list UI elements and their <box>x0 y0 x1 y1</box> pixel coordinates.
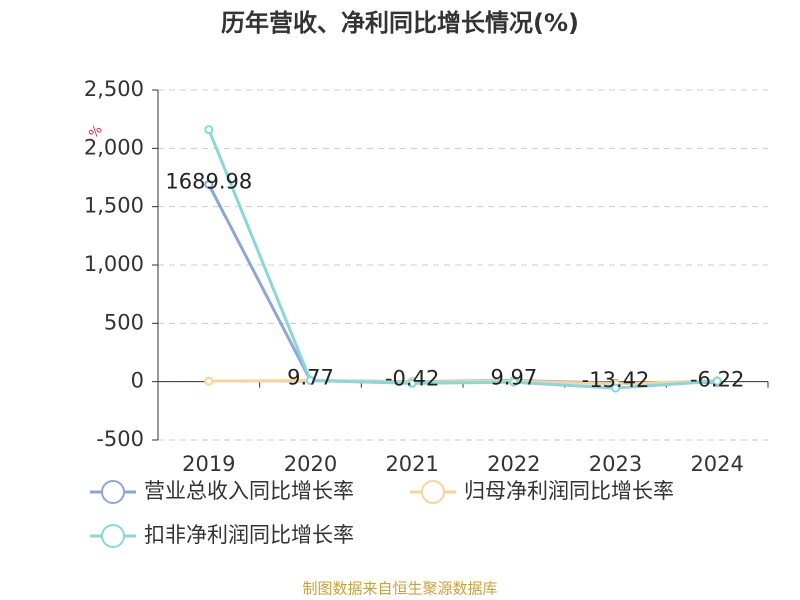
data-label: 1689.98 <box>165 170 252 194</box>
data-label: -6.22 <box>690 367 744 391</box>
data-point <box>204 180 214 190</box>
data-label: 9.77 <box>287 366 334 390</box>
legend-label: 归母净利润同比增长率 <box>464 479 674 503</box>
source-note: 制图数据来自恒生聚源数据库 <box>302 580 497 598</box>
data-point <box>611 383 620 393</box>
y-tick-label: 500 <box>104 310 144 334</box>
y-tick-label: 2,500 <box>84 77 144 101</box>
data-point <box>712 376 722 386</box>
series-line <box>207 183 718 385</box>
data-point <box>204 376 214 386</box>
data-label: -0.42 <box>385 367 439 391</box>
data-label: -13.42 <box>582 368 650 392</box>
legend-marker <box>421 480 445 504</box>
x-tick-label: 2023 <box>589 452 642 476</box>
y-tick-label: 2,000 <box>84 135 144 159</box>
data-label: 9.97 <box>490 366 537 390</box>
x-tick-label: 2021 <box>385 452 438 476</box>
x-tick-label: 2020 <box>284 452 337 476</box>
series-line <box>207 129 718 390</box>
data-point <box>509 377 519 387</box>
data-point <box>204 125 214 135</box>
data-point <box>306 376 315 385</box>
y-tick-label: 1,000 <box>84 252 144 276</box>
legend-marker <box>101 480 125 504</box>
x-tick-label: 2022 <box>487 452 540 476</box>
chart-title: 历年营收、净利同比增长情况(%) <box>221 9 579 37</box>
x-tick-label: 2024 <box>690 452 743 476</box>
y-tick-label: -500 <box>96 427 144 451</box>
legend-label: 扣非净利润同比增长率 <box>144 523 354 547</box>
x-tick-label: 2019 <box>182 452 235 476</box>
data-point <box>407 378 417 388</box>
y-tick-label: 0 <box>131 369 144 393</box>
legend-label: 营业总收入同比增长率 <box>144 479 354 503</box>
y-tick-label: 1,500 <box>84 194 144 218</box>
legend-marker <box>101 524 125 548</box>
